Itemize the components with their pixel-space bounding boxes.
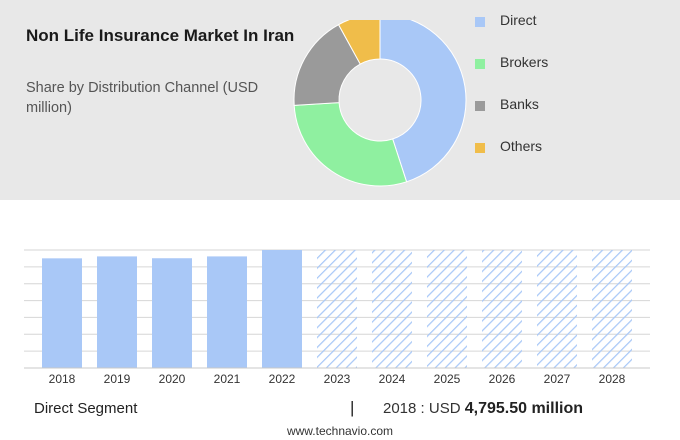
bar-2023: [317, 250, 357, 368]
donut-chart: [293, 20, 467, 187]
x-tick-2024: 2024: [378, 372, 406, 386]
legend-swatch-brokers: [475, 59, 485, 69]
bar-2026: [482, 250, 522, 368]
x-axis-labels: 2018 2019 2020 2021 2022 2023 2024 2025 2026 2027…: [0, 372, 680, 388]
x-tick-2018: 2018: [48, 372, 76, 386]
legend-label-banks: Banks: [500, 96, 539, 112]
legend: Direct Brokers Banks Others: [470, 8, 670, 176]
legend-item-brokers: Brokers: [470, 50, 670, 92]
x-tick-2019: 2019: [103, 372, 131, 386]
bar-2027: [537, 250, 577, 368]
x-tick-2028: 2028: [598, 372, 626, 386]
bar-2022: [262, 250, 302, 368]
donut-slice-direct: [379, 20, 467, 183]
footer: Direct Segment | 2018 : USD 4,795.50 mil…: [0, 398, 680, 422]
legend-label-direct: Direct: [500, 12, 537, 28]
legend-label-brokers: Brokers: [500, 54, 549, 70]
donut-slice-brokers: [293, 102, 408, 187]
x-tick-2027: 2027: [543, 372, 571, 386]
legend-item-others: Others: [470, 134, 670, 176]
bar-2025: [427, 250, 467, 368]
bar-2019: [97, 256, 137, 368]
chart-title: Non Life Insurance Market In Iran: [26, 26, 295, 45]
segment-value: 4,795.50 million: [464, 400, 583, 417]
legend-item-direct: Direct: [470, 8, 670, 50]
bar-2024: [372, 250, 412, 368]
legend-item-banks: Banks: [470, 92, 670, 134]
segment-year-prefix: 2018 : USD: [383, 400, 461, 417]
chart-subtitle: Share by Distribution Channel (USD milli…: [26, 80, 259, 116]
x-tick-2026: 2026: [488, 372, 516, 386]
x-tick-2023: 2023: [323, 372, 351, 386]
bar-2018: [42, 258, 82, 368]
segment-label: Direct Segment: [34, 400, 138, 417]
bar-chart: [24, 249, 650, 369]
legend-swatch-others: [475, 143, 485, 153]
legend-swatch-banks: [475, 101, 485, 111]
bar-2020: [152, 258, 192, 368]
footer-separator: |: [350, 398, 355, 417]
bar-2021: [207, 256, 247, 368]
donut-slice-others: [337, 20, 381, 65]
x-tick-2022: 2022: [268, 372, 296, 386]
source-credit: www.technavio.com: [286, 424, 394, 438]
segment-year-value: 2018 : USD 4,795.50 million: [383, 400, 583, 418]
x-tick-2020: 2020: [158, 372, 186, 386]
x-tick-2025: 2025: [433, 372, 461, 386]
legend-swatch-direct: [475, 17, 485, 27]
bar-2028: [592, 250, 632, 368]
legend-label-others: Others: [500, 138, 543, 154]
x-tick-2021: 2021: [213, 372, 241, 386]
